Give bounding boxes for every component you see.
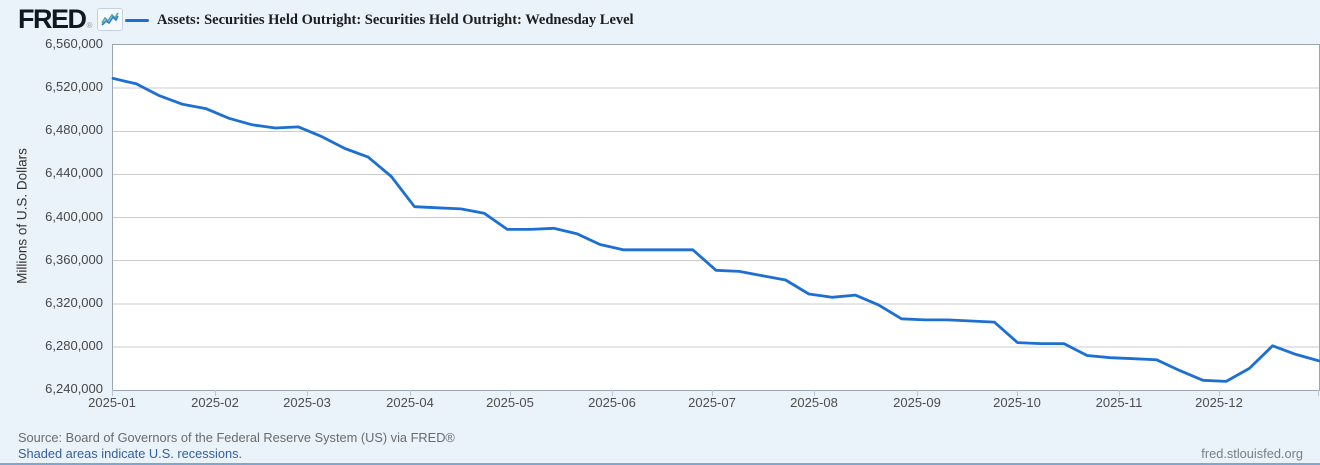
x-tick-mark: [112, 390, 113, 396]
legend-line-swatch: [125, 19, 149, 22]
x-tick-mark: [1318, 390, 1319, 396]
y-tick-label: 6,520,000: [45, 79, 103, 95]
line-chart-svg: [111, 77, 1320, 383]
chart-legend: Assets: Securities Held Outright: Securi…: [125, 12, 634, 29]
y-tick-label: 6,240,000: [45, 381, 103, 396]
x-tick-label: 2025-06: [588, 395, 636, 410]
y-tick-label: 6,440,000: [45, 165, 103, 181]
x-tick-mark: [712, 390, 713, 396]
source-text: Source: Board of Governors of the Federa…: [18, 430, 455, 445]
x-tick-mark: [917, 390, 918, 396]
x-tick-label: 2025-08: [790, 395, 838, 410]
x-tick-mark: [814, 390, 815, 396]
y-tick-label: 6,360,000: [45, 251, 103, 267]
x-tick-mark: [307, 390, 308, 396]
fred-logo-text: FRED: [18, 4, 87, 34]
x-tick-mark: [510, 390, 511, 396]
series-title[interactable]: Assets: Securities Held Outright: Securi…: [157, 12, 634, 28]
x-tick-label: 2025-11: [1095, 395, 1143, 410]
x-tick-mark: [215, 390, 216, 396]
y-tick-label: 6,280,000: [45, 337, 103, 353]
x-tick-label: 2025-01: [88, 395, 136, 410]
x-tick-label: 2025-09: [893, 395, 941, 410]
y-tick-label: 6,560,000: [45, 36, 103, 51]
x-tick-mark: [410, 390, 411, 396]
chart-plot-area[interactable]: [111, 44, 1320, 391]
x-tick-label: 2025-07: [688, 395, 736, 410]
fred-logo-chart-icon: [97, 7, 124, 31]
x-tick-label: 2025-03: [283, 395, 331, 410]
x-tick-mark: [612, 390, 613, 396]
x-tick-label: 2025-04: [386, 395, 434, 410]
x-tick-label: 2025-10: [993, 395, 1041, 410]
fred-logo[interactable]: FRED ®: [18, 4, 124, 34]
x-tick-label: 2025-12: [1195, 395, 1243, 410]
y-tick-label: 6,320,000: [45, 294, 103, 310]
x-tick-mark: [1017, 390, 1018, 396]
x-tick-mark: [1219, 390, 1220, 396]
y-tick-label: 6,480,000: [45, 122, 103, 138]
y-tick-label: 6,400,000: [45, 208, 103, 224]
recessions-link[interactable]: Shaded areas indicate U.S. recessions.: [18, 446, 243, 461]
x-tick-label: 2025-02: [191, 395, 239, 410]
x-tick-label: 2025-05: [486, 395, 534, 410]
bottom-accent-bar: [0, 463, 1320, 465]
x-tick-mark: [1119, 390, 1120, 396]
registered-trademark-symbol: ®: [86, 20, 93, 30]
fred-site-link[interactable]: fred.stlouisfed.org: [1201, 446, 1303, 461]
